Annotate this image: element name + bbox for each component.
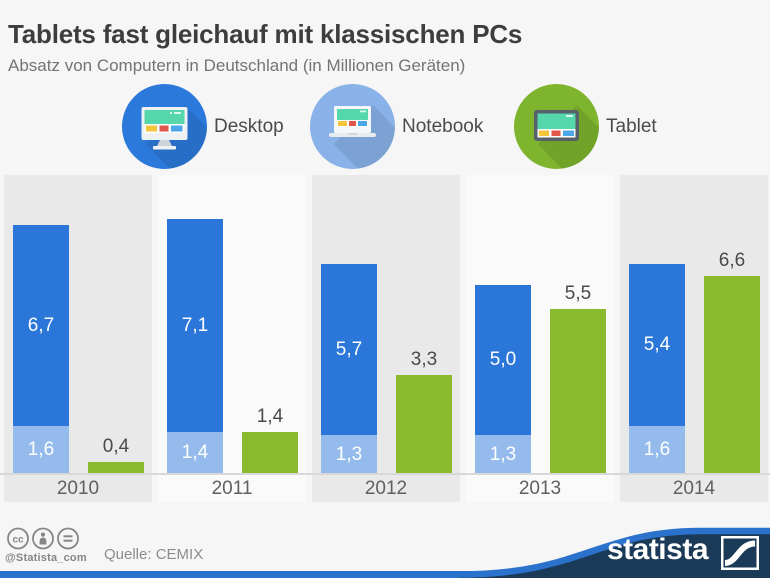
- value-label-notebook-2012: 1,3: [335, 443, 363, 465]
- bar-desktop-2013: 5,0: [475, 285, 531, 435]
- bar-notebook-2012: 1,3: [321, 435, 377, 474]
- tablet-icon: [514, 84, 599, 169]
- bar-desktop-2012: 5,7: [321, 264, 377, 435]
- x-axis-label-2014: 2014: [672, 478, 716, 499]
- legend-item-tablet: Tablet: [514, 84, 657, 169]
- svg-text:cc: cc: [12, 535, 24, 546]
- bar-tablet-2013: [550, 309, 606, 474]
- desktop-monitor-icon: [122, 84, 207, 169]
- value-label-tablet-2010: 0,4: [102, 436, 130, 457]
- year-group-2013: 5,0 1,3 5,5 2013: [466, 175, 614, 502]
- source-label: Quelle: CEMIX: [104, 546, 204, 563]
- bar-desktop-2014: 5,4: [629, 264, 685, 426]
- cc-icon: [7, 527, 29, 550]
- bar-desktop-2011: 7,1: [167, 219, 223, 432]
- bar-notebook-2014: 1,6: [629, 426, 685, 474]
- value-label-desktop-2011: 7,1: [181, 314, 209, 336]
- x-axis-label-2011: 2011: [211, 478, 253, 499]
- value-label-desktop-2010: 6,7: [27, 314, 55, 336]
- value-label-desktop-2012: 5,7: [335, 338, 363, 360]
- value-label-tablet-2014: 6,6: [718, 250, 746, 271]
- legend-label-desktop: Desktop: [214, 115, 284, 137]
- value-label-tablet-2011: 1,4: [256, 406, 284, 427]
- statista-handle: @Statista_com: [5, 552, 87, 564]
- value-label-notebook-2014: 1,6: [643, 439, 671, 460]
- bar-notebook-2013: 1,3: [475, 435, 531, 474]
- legend-label-notebook: Notebook: [402, 115, 484, 137]
- bar-tablet-2011: [242, 432, 298, 474]
- footer-wave: [0, 527, 770, 578]
- year-group-2010: 6,7 1,6 0,4 2010: [4, 175, 152, 502]
- value-label-desktop-2013: 5,0: [489, 349, 517, 370]
- year-group-2011: 7,1 1,4 1,4 2011: [158, 175, 306, 502]
- statista-logo-mark: [721, 536, 759, 570]
- bar-tablet-2010: [88, 462, 144, 474]
- equal-nd-icon: [57, 527, 79, 550]
- notebook-laptop-icon: [310, 84, 395, 169]
- value-label-tablet-2012: 3,3: [410, 349, 438, 370]
- page-title: Tablets fast gleichauf mit klassischen P…: [8, 19, 523, 49]
- legend-item-desktop: Desktop: [122, 84, 284, 169]
- statista-wordmark: statista: [606, 533, 709, 566]
- value-label-desktop-2014: 5,4: [643, 334, 671, 355]
- value-label-notebook-2010: 1,6: [27, 439, 55, 460]
- license-icons: cc: [7, 527, 79, 550]
- x-axis-label-2013: 2013: [518, 478, 562, 499]
- legend-item-notebook: Notebook: [310, 84, 483, 169]
- bar-desktop-2010: 6,7: [13, 225, 69, 426]
- legend-label-tablet: Tablet: [606, 115, 657, 137]
- bar-tablet-2012: [396, 375, 452, 474]
- subtitle: Absatz von Computern in Deutschland (in …: [8, 56, 466, 75]
- year-group-2012: 5,7 1,3 3,3 2012: [312, 175, 460, 502]
- bar-notebook-2010: 1,6: [13, 426, 69, 474]
- x-axis-line: [0, 473, 770, 475]
- x-axis-label-2010: 2010: [56, 478, 100, 499]
- year-group-2014: 5,4 1,6 6,6 2014: [620, 175, 768, 502]
- bar-tablet-2014: [704, 276, 760, 474]
- bar-notebook-2011: 1,4: [167, 432, 223, 474]
- attribution-person-icon: [32, 527, 54, 550]
- value-label-notebook-2011: 1,4: [181, 442, 209, 463]
- x-axis-label-2012: 2012: [364, 478, 408, 499]
- value-label-tablet-2013: 5,5: [564, 283, 592, 304]
- value-label-notebook-2013: 1,3: [489, 443, 517, 465]
